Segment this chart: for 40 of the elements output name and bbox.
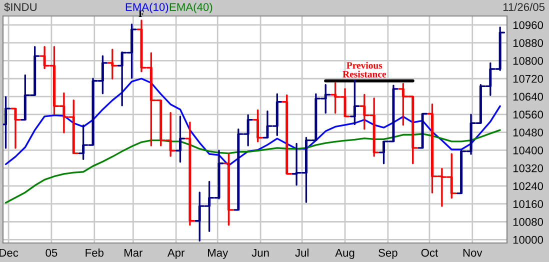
candlestick — [224, 153, 234, 226]
annotation: Previous Resistance — [342, 62, 386, 78]
y-tick-label: 10320 — [513, 164, 544, 172]
candlestick — [418, 112, 428, 149]
x-tick-label: Jul — [295, 248, 308, 257]
y-tick-label: 10000 — [513, 236, 544, 244]
candlestick — [184, 122, 195, 226]
candlestick — [175, 116, 186, 163]
x-tick-label: Sep — [378, 248, 398, 259]
x-tick-label: Oct — [421, 248, 438, 257]
candlestick — [10, 108, 20, 149]
x-tick-label: 05 — [46, 248, 58, 257]
y-tick-label: 10400 — [513, 146, 544, 154]
y-tick-label: 10560 — [513, 110, 544, 119]
y-tick-label: 10160 — [513, 200, 544, 208]
x-tick-label: Nov — [463, 248, 482, 257]
x-tick-label: Aug — [335, 248, 354, 259]
x-tick-label: Mar — [124, 248, 143, 257]
x-tick-label: May — [208, 248, 228, 259]
x-tick-label: Jun — [252, 248, 269, 257]
y-tick-label: 10720 — [513, 74, 544, 83]
y-tick-label: 10800 — [513, 56, 544, 65]
line-series — [4, 129, 501, 204]
line-series — [4, 78, 501, 166]
text: EMA(40) — [170, 2, 212, 14]
y-tick-label: 10080 — [513, 218, 544, 226]
y-tick-label: 10960 — [513, 21, 544, 30]
candlestick — [107, 48, 118, 80]
x-tick-label: Feb — [86, 248, 104, 257]
candlestick — [282, 94, 292, 175]
x-tick-label: Dec — [0, 248, 18, 257]
y-tick-label: 10640 — [513, 92, 544, 101]
y-tick-label: 10880 — [513, 39, 544, 47]
chart-title: $INDU — [4, 2, 36, 12]
y-tick-label: 10240 — [513, 182, 544, 190]
candlestick — [252, 109, 263, 142]
x-tick-label: Apr — [167, 248, 185, 259]
candlestick — [350, 80, 360, 126]
y-tick-label: 10480 — [513, 128, 544, 136]
text: 11/26/05 — [503, 2, 545, 11]
